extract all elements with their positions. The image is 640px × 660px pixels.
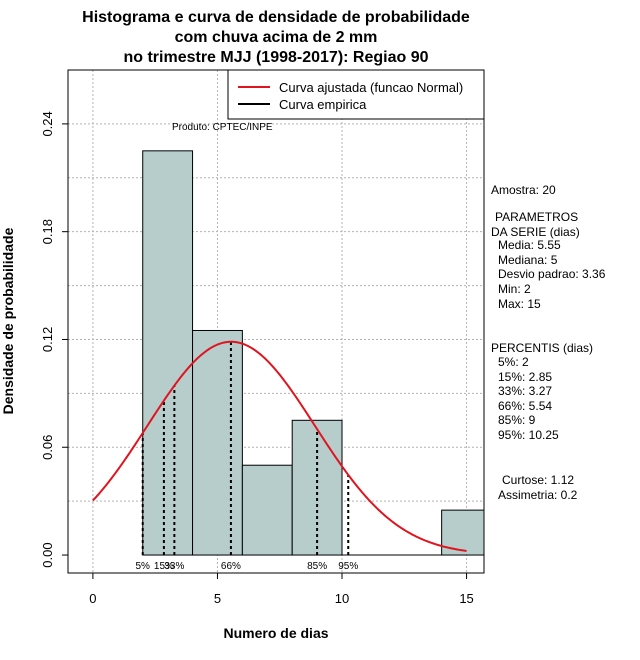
histogram-bar	[192, 329, 243, 556]
histogram-bar	[142, 150, 194, 556]
legend: Curva ajustada (funcao Normal) Curva emp…	[227, 69, 485, 120]
stat-assimetria: Assimetria: 0.2	[498, 488, 578, 502]
stat-min: Min: 2	[498, 282, 531, 296]
legend-label-empirical: Curva empirica	[279, 97, 367, 112]
stat-desvio: Desvio padrao: 3.36	[498, 267, 606, 281]
y-tick-label: 0.00	[40, 542, 55, 567]
stat-parametros-title-2: DA SERIE (dias)	[491, 225, 580, 239]
produto-annotation: Produto: CPTEC/INPE	[172, 122, 273, 133]
stat-p33: 33%: 3.27	[498, 384, 552, 398]
stat-amostra: Amostra: 20	[491, 183, 556, 197]
stat-max: Max: 15	[498, 297, 541, 311]
stat-percentis-title: PERCENTIS (dias)	[491, 341, 593, 355]
grid-lines	[68, 70, 484, 573]
stat-p5: 5%: 2	[498, 355, 529, 369]
y-tick-label: 0.06	[40, 435, 55, 460]
percentile-labels: 5% 15%33% 66% 85% 95%	[136, 561, 359, 572]
stat-p85: 85%: 9	[498, 413, 536, 427]
chart-title-line-3: no trimestre MJJ (1998-2017): Regiao 90	[123, 49, 428, 66]
stat-parametros-title-1: PARAMETROS	[495, 210, 578, 224]
statistics-panel: Amostra: 20 PARAMETROS DA SERIE (dias) M…	[491, 183, 606, 502]
stat-mediana: Mediana: 5	[498, 253, 558, 267]
stat-media: Media: 5.55	[498, 238, 561, 252]
percentile-label: 85%	[307, 561, 327, 572]
y-tick-label: 0.24	[40, 111, 55, 136]
stat-curtose: Curtose: 1.12	[502, 473, 574, 487]
percentile-label: 95%	[338, 561, 358, 572]
stat-p66: 66%: 5.54	[498, 399, 552, 413]
x-axis: 0 5 10 15	[89, 573, 474, 606]
histogram-bars	[142, 150, 485, 556]
x-tick-label: 5	[214, 591, 221, 606]
y-axis-title: Densidade de probabilidade	[0, 227, 16, 414]
y-tick-label: 0.18	[40, 219, 55, 244]
x-tick-label: 15	[459, 591, 473, 606]
percentile-label: 15%	[154, 561, 174, 572]
percentile-lines	[141, 341, 350, 556]
x-axis-title: Numero de dias	[223, 625, 328, 641]
x-tick-label: 10	[335, 591, 349, 606]
percentile-label: 5%	[136, 561, 151, 572]
legend-label-fitted: Curva ajustada (funcao Normal)	[279, 80, 463, 95]
chart-title-line-1: Histograma e curva de densidade de proba…	[82, 9, 470, 26]
normal-curve	[92, 340, 467, 552]
stat-p95: 95%: 10.25	[498, 428, 559, 442]
percentile-label: 33%	[164, 561, 184, 572]
legend-box	[227, 69, 485, 120]
histogram-bar	[241, 464, 293, 556]
chart-title-line-2: com chuva acima de 2 mm	[175, 29, 378, 46]
percentile-label: 66%	[221, 561, 241, 572]
y-tick-label: 0.12	[40, 327, 55, 352]
stat-p15: 15%: 2.85	[498, 370, 552, 384]
y-axis: 0.00 0.06 0.12 0.18 0.24	[40, 111, 68, 568]
x-tick-label: 0	[89, 591, 96, 606]
